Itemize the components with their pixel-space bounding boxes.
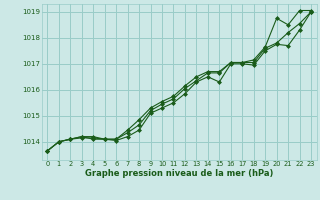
X-axis label: Graphe pression niveau de la mer (hPa): Graphe pression niveau de la mer (hPa) [85,169,273,178]
